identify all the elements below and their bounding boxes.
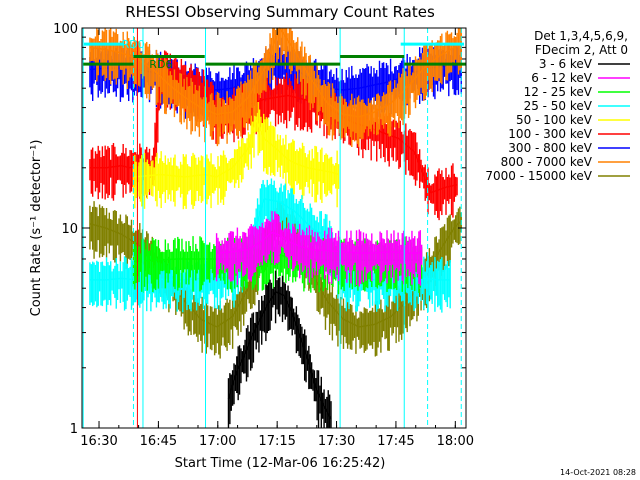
annotation-label: RD6 — [149, 58, 172, 71]
timestamp: 14-Oct-2021 08:28 — [560, 468, 636, 477]
plot-area: 16:30 16:45 17:00 17:15 17:30 17:45 18:00 1101… — [53, 22, 474, 449]
legend-entry-label: 800 - 7000 keV — [501, 155, 593, 169]
y-tick-label: 100 — [53, 22, 78, 37]
x-tick-label: 17:45 — [377, 434, 414, 449]
series-4 — [132, 102, 340, 210]
legend: Det 1,3,4,5,6,9,FDecim 2, Att 03 - 6 keV… — [485, 29, 630, 183]
series-1 — [215, 210, 423, 287]
legend-entry-label: 50 - 100 keV — [516, 113, 593, 127]
x-tick-label: 17:30 — [318, 434, 355, 449]
x-tick-label: 16:30 — [80, 434, 117, 449]
series-line — [227, 291, 332, 420]
y-tick-label: 10 — [61, 222, 78, 237]
legend-entry-label: 100 - 300 keV — [508, 127, 592, 141]
y-axis: 1 10 100 — [53, 22, 466, 437]
legend-header: FDecim 2, Att 0 — [535, 43, 628, 57]
legend-entry-label: 7000 - 15000 keV — [485, 169, 592, 183]
series-group — [89, 27, 462, 428]
x-tick-label: 16:45 — [140, 434, 177, 449]
legend-entry-label: 3 - 6 keV — [539, 57, 593, 71]
series-line — [89, 27, 462, 118]
x-tick-label: 17:15 — [258, 434, 295, 449]
legend-entry-label: 12 - 25 keV — [524, 85, 593, 99]
series-line — [216, 231, 422, 254]
series-0 — [227, 270, 332, 428]
legend-entry-label: 300 - 800 keV — [508, 141, 592, 155]
x-tick-label: 17:00 — [199, 434, 236, 449]
level-bars — [83, 42, 466, 66]
legend-entry-label: 6 - 12 keV — [531, 71, 593, 85]
annotations: RD0 RD6 — [122, 38, 173, 71]
x-axis-label: Start Time (12-Mar-06 16:25:42) — [175, 456, 386, 471]
legend-header: Det 1,3,4,5,6,9, — [534, 29, 628, 43]
x-axis: 16:30 16:45 17:00 17:15 17:30 17:45 18:00 — [80, 28, 474, 449]
series-line — [133, 119, 339, 178]
y-tick-label: 1 — [70, 422, 78, 437]
annotation-label: RD0 — [122, 38, 145, 51]
chart-title: RHESSI Observing Summary Count Rates — [125, 3, 435, 21]
legend-entry-label: 25 - 50 keV — [524, 99, 593, 113]
y-axis-label: Count Rate (s⁻¹ detector⁻¹) — [29, 140, 44, 317]
x-tick-label: 18:00 — [437, 434, 474, 449]
